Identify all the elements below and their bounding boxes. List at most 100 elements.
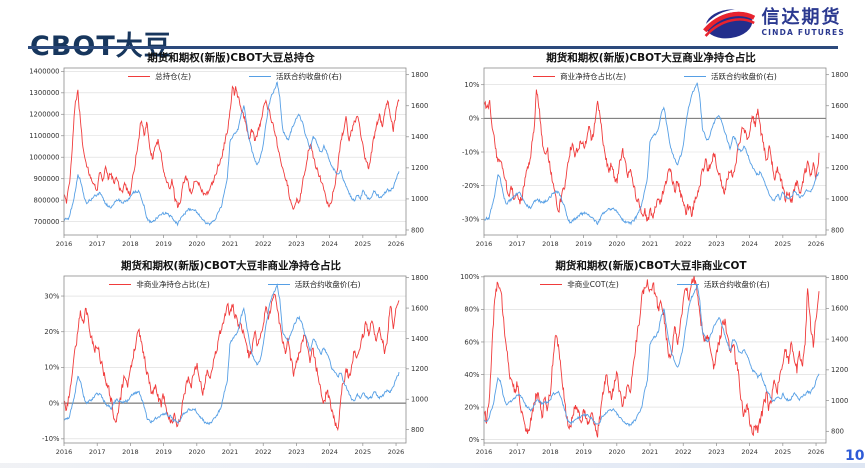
blue-line-swatch [249,76,271,77]
x-axis-label: 2025 [355,448,372,456]
right-axis-label: 1200 [831,164,848,172]
legend-item-blue: 活跃合约收盘价(右) [249,71,342,82]
chart-canvas: 30% 20% 10% 0% -10% 1800 1600 1400 1200 1000 800 20… [42,274,428,456]
cinda-logo-icon [703,9,756,39]
x-axis-label: 2021 [642,240,659,248]
right-axis-label: 1800 [831,71,848,79]
x-axis-label: 2024 [741,240,758,248]
x-axis-label: 2022 [255,448,272,456]
chart-legend: 非商业净持仓占比(左) 活跃合约收盘价(右) [64,279,406,290]
x-axis-label: 2024 [741,448,758,456]
right-axis-label: 800 [411,226,424,234]
left-axis-label: 700000 [34,218,60,226]
left-axis-label: 30% [44,292,60,300]
left-axis-label: -10% [462,148,480,156]
x-axis-label: 2019 [575,240,592,248]
right-axis-label: 1200 [411,365,428,373]
bottom-gradient-bar [0,463,865,468]
x-axis-label: 2018 [542,240,559,248]
right-axis-label: 800 [411,426,424,434]
chart-canvas: 100% 80% 60% 40% 20% 0% 1800 1600 1400 1200 1000 80… [460,273,848,456]
chart-legend: 商业净持仓占比(左) 活跃合约收盘价(右) [484,71,826,82]
legend-item-red: 商业净持仓占比(左) [533,71,626,82]
x-axis-label: 2020 [609,448,626,456]
logo-cn-text: 信达期货 [761,7,842,29]
series-line-blue [64,283,400,426]
series-line-blue [64,81,400,227]
x-axis-label: 2026 [808,240,825,248]
legend-item-red: 总持仓(左) [128,71,191,82]
x-axis-label: 2018 [122,448,139,456]
left-axis-label: 80% [464,306,480,314]
x-axis-label: 2017 [89,240,106,248]
chart-legend: 非商业COT(左) 活跃合约收盘价(右) [484,279,826,290]
x-axis-label: 2017 [509,240,526,248]
right-axis-label: 1600 [411,304,428,312]
x-axis-label: 2026 [388,240,405,248]
right-axis-label: 800 [831,226,844,234]
left-axis-label: 60% [464,338,480,346]
chart-panel-commercial-net-pct: 期货和期权(新版)CBOT大豆商业净持仓占比 商业净持仓占比(左) 活跃合约收盘… [450,52,852,256]
plot-border [483,275,827,444]
left-axis-label: 40% [464,371,480,379]
x-axis-label: 2017 [509,448,526,456]
left-axis-label: 10% [44,364,60,372]
logo-en-text: CINDA FUTURES [761,27,845,37]
right-axis-label: 1200 [411,164,428,172]
right-axis-label: 1200 [831,366,848,374]
left-axis-label: -10% [42,435,60,443]
legend-item-blue: 活跃合约收盘价(右) [676,279,770,290]
plot-border [483,67,827,236]
right-axis-label: 1400 [411,133,428,141]
x-axis-label: 2025 [355,240,372,248]
left-axis-label: -20% [462,182,480,190]
legend-item-blue: 活跃合约收盘价(右) [684,71,777,82]
right-axis-label: 1000 [411,396,428,404]
left-axis-label: 0% [49,399,60,407]
blue-line-swatch [684,76,706,77]
right-axis-label: 1400 [831,335,848,343]
x-axis-label: 2020 [189,240,206,248]
right-axis-label: 1800 [411,274,428,282]
title-underline [28,46,838,49]
x-axis-label: 2023 [708,240,725,248]
x-axis-label: 2020 [189,448,206,456]
chart-title: 期货和期权(新版)CBOT大豆总持仓 [147,52,315,64]
chart-plot-wrap: 非商业净持仓占比(左) 活跃合约收盘价(右) 30% 20% 10% 0% -10% 18… [30,273,432,459]
chart-panel-total-open-interest: 期货和期权(新版)CBOT大豆总持仓 总持仓(左) 活跃合约收盘价(右) 140… [29,52,432,256]
plot-border [63,275,407,444]
x-axis-label: 2022 [255,240,272,248]
x-axis-label: 2016 [56,448,73,456]
right-axis-label: 1400 [831,133,848,141]
chart-title: 期货和期权(新版)CBOT大豆商业净持仓占比 [546,52,756,64]
x-axis-label: 2021 [222,448,239,456]
left-axis-label: 20% [464,403,480,411]
cinda-logo-text: 信达期货 CINDA FUTURES [761,7,845,37]
series-line-red [484,276,820,438]
left-axis-label: -30% [462,216,480,224]
x-axis-label: 2026 [808,448,825,456]
right-axis-label: 1000 [831,195,848,203]
right-axis-label: 800 [831,428,844,436]
left-axis-label: 900000 [34,175,60,183]
left-axis-label: 1100000 [30,132,60,140]
x-axis-label: 2016 [476,240,493,248]
x-axis-label: 2022 [675,448,692,456]
chart-panel-noncommercial-net-pct: 期货和期权(新版)CBOT大豆非商业净持仓占比 非商业净持仓占比(左) 活跃合约… [30,260,432,464]
right-axis-label: 1600 [411,102,428,110]
x-axis-label: 2016 [56,240,73,248]
gridlines [481,74,829,238]
plot-border [63,67,407,236]
chart-plot-wrap: 非商业COT(左) 活跃合约收盘价(右) 100% 80% 60% 40% 20% 0% 1… [450,273,852,459]
x-axis-label: 2026 [388,448,405,456]
red-line-swatch [533,76,556,77]
x-axis-label: 2021 [642,448,659,456]
x-axis-label: 2018 [542,448,559,456]
cinda-logo: 信达期货 CINDA FUTURES [703,4,845,42]
x-axis-label: 2019 [155,448,172,456]
right-axis-label: 1800 [411,71,428,79]
x-axis-label: 2018 [122,240,139,248]
x-axis-label: 2019 [155,240,172,248]
left-axis-label: 1300000 [30,89,60,97]
